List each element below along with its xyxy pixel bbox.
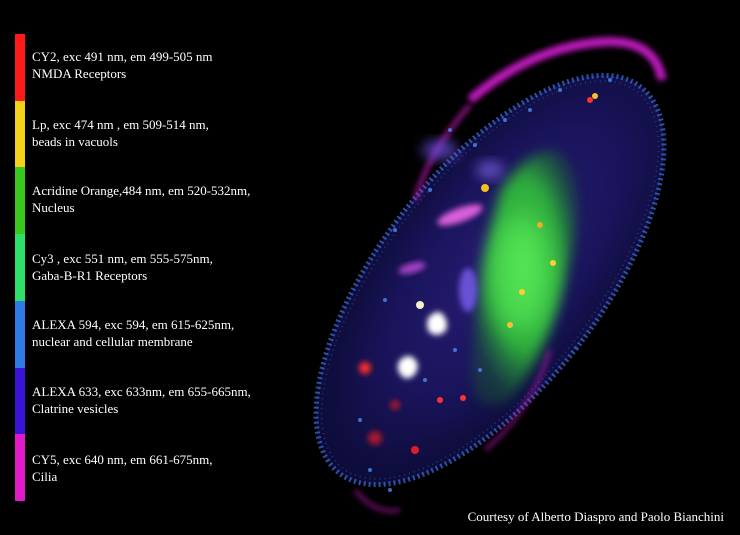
legend-entry-line1: ALEXA 633, exc 633nm, em 655-665nm, bbox=[32, 384, 251, 399]
blue-speckles bbox=[358, 78, 612, 492]
legend-entry-lp: Lp, exc 474 nm , em 509-514 nm, beads in… bbox=[32, 116, 332, 150]
color-legend-bar bbox=[15, 34, 25, 502]
legend-entry-line2: NMDA Receptors bbox=[32, 66, 127, 81]
legend-entry-alexa594: ALEXA 594, exc 594, em 615-625nm, nuclea… bbox=[32, 316, 332, 350]
legend-entry-line2: Nucleus bbox=[32, 200, 75, 215]
legend-entry-line1: Acridine Orange,484 nm, em 520-532nm, bbox=[32, 183, 251, 198]
red-spot bbox=[359, 362, 371, 374]
swatch-alexa633-violet bbox=[15, 367, 25, 435]
swatch-alexa594-blue bbox=[15, 300, 25, 368]
legend-entry-cy2: CY2, exc 491 nm, em 499-505 nm NMDA Rece… bbox=[32, 48, 332, 82]
legend-entry-line1: Cy3 , exc 551 nm, em 555-575nm, bbox=[32, 251, 213, 266]
legend-entry-line2: Clatrine vesicles bbox=[32, 401, 119, 416]
cilia-magenta bbox=[467, 37, 667, 104]
legend-entry-acridine: Acridine Orange,484 nm, em 520-532nm, Nu… bbox=[32, 182, 332, 216]
legend-entry-line1: CY5, exc 640 nm, em 661-675nm, bbox=[32, 452, 213, 467]
yellow-bead bbox=[481, 184, 489, 192]
swatch-cy2-red bbox=[15, 34, 25, 101]
legend-entry-line1: CY2, exc 491 nm, em 499-505 nm bbox=[32, 49, 213, 64]
swatch-cy3-light-green bbox=[15, 234, 25, 301]
legend-entry-line1: Lp, exc 474 nm , em 509-514 nm, bbox=[32, 117, 209, 132]
swatch-cy5-magenta bbox=[15, 434, 25, 502]
legend-entry-cy5: CY5, exc 640 nm, em 661-675nm, Cilia bbox=[32, 451, 332, 485]
legend-entry-line2: nuclear and cellular membrane bbox=[32, 334, 193, 349]
legend-entry-line2: Gaba-B-R1 Receptors bbox=[32, 268, 148, 283]
legend-entry-line2: beads in vacuols bbox=[32, 134, 118, 149]
vesicle-magenta bbox=[437, 204, 483, 226]
legend-entry-line1: ALEXA 594, exc 594, em 615-625nm, bbox=[32, 317, 235, 332]
legend-entry-cy3: Cy3 , exc 551 nm, em 555-575nm, Gaba-B-R… bbox=[32, 250, 332, 284]
fluorescent-cell-image bbox=[313, 37, 667, 513]
bright-cluster bbox=[427, 311, 447, 335]
image-credit: Courtesy of Alberto Diaspro and Paolo Bi… bbox=[467, 509, 724, 524]
swatch-acridine-green bbox=[15, 167, 25, 235]
swatch-lp-yellow bbox=[15, 100, 25, 168]
legend-entry-line2: Cilia bbox=[32, 469, 58, 484]
legend-entry-alexa633: ALEXA 633, exc 633nm, em 655-665nm, Clat… bbox=[32, 383, 332, 417]
